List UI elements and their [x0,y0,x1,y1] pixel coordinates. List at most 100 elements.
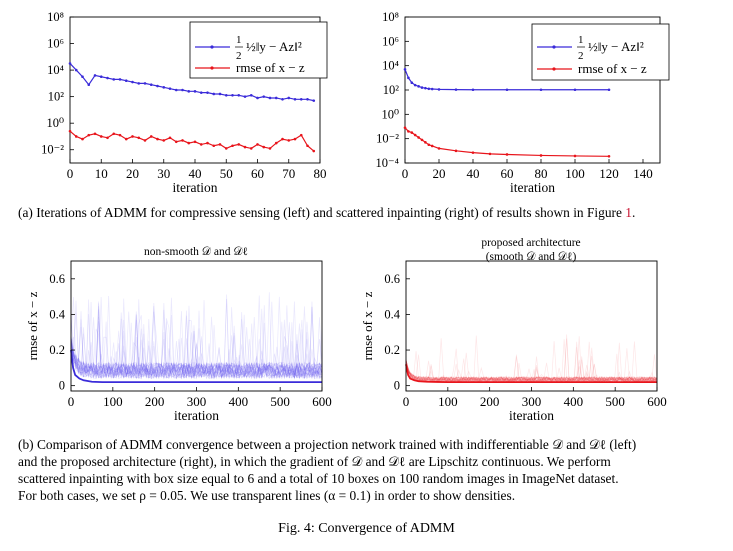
density-line-b-left-36 [70,316,323,379]
data-point-a-left-1-3 [87,133,91,137]
density-line-b-left-26 [70,319,323,380]
data-point-a-left-0-31 [262,95,266,98]
data-point-a-left-1-4 [93,132,97,136]
data-point-a-left-1-22 [206,141,209,145]
density-line-b-left-29 [70,306,323,380]
density-line-b-right-28 [405,353,658,383]
data-point-a-left-1-6 [106,136,109,140]
density-line-b-right-2 [405,341,658,383]
data-point-a-left-1-10 [131,135,134,138]
density-line-b-right-25 [405,364,658,383]
y-tick-label-b-right-2: 0.4 [384,307,400,321]
density-line-b-right-0 [405,360,658,383]
density-line-b-left-19 [70,305,323,380]
data-point-a-left-1-13 [149,135,153,138]
data-point-a-left-0-35 [287,96,291,100]
legend-marker-blue [210,45,214,49]
data-point-a-left-1-28 [243,145,247,149]
data-point-a-left-0-25 [224,94,228,97]
density-line-b-left-2 [70,300,323,380]
data-point-a-left-0-26 [231,94,234,97]
caption-a-text: (a) Iterations of ADMM for compressive s… [18,205,626,220]
y-axis-label-b-left: rmse of x − z [25,291,40,360]
density-line-b-left-6 [70,303,323,379]
legend-frac-num: 1 [578,34,584,46]
data-point-a-right-1-10 [454,149,458,153]
data-point-a-left-0-39 [312,99,316,102]
x-tick-label-b-right-0: 0 [403,394,410,409]
data-point-a-right-0-15 [607,88,611,92]
data-point-a-left-1-15 [162,139,166,142]
y-axis-label-b-right: rmse of x − z [360,291,375,360]
density-line-b-left-27 [70,299,323,380]
density-line-b-right-26 [405,363,658,383]
data-point-a-left-0-20 [193,90,197,93]
y-tick-label-b-left-3: 0.6 [49,272,65,286]
data-point-a-left-0-21 [199,91,203,94]
chart-b: 0 100 200 300 400 500 600 0 0.2 0.4 0.6 iteration rm… [25,237,667,423]
data-point-a-left-1-27 [237,143,241,146]
density-line-b-right-36 [405,363,658,383]
density-line-b-left-14 [70,301,323,380]
data-point-a-left-0-37 [299,97,303,101]
data-point-a-left-0-2 [81,75,84,79]
density-line-b-left-20 [70,305,323,379]
chart-title-b-left: non-smooth 𝒟 and 𝒟ℓ [144,246,248,258]
density-line-b-right-27 [405,360,658,383]
y-tick-label-b-right-1: 0.2 [384,343,400,357]
x-tick-label-b-right-3: 300 [522,394,542,409]
data-point-a-left-1-9 [124,137,128,141]
x-axis-label-b-left: iteration [174,408,219,423]
data-point-a-left-0-19 [187,90,191,93]
density-line-b-left-18 [70,308,323,380]
x-axis-label-b-right: iteration [509,408,554,423]
data-point-a-left-1-31 [262,145,266,149]
density-line-b-left-21 [70,292,323,380]
figure-ref-link[interactable]: 1 [625,205,632,220]
x-tick-label-a-left-1: 10 [95,166,108,181]
density-line-b-right-37 [405,352,658,383]
y-tick-label-a-right-5: 10⁻² [376,132,399,146]
data-point-a-left-0-27 [237,94,241,97]
y-tick-label-b-right-3: 0.6 [384,272,400,286]
density-line-b-left-34 [70,331,323,380]
legend-label-a-left-1: rmse of x − z [236,60,305,75]
x-tick-label-b-right-4: 400 [564,394,584,409]
y-tick-label-a-left-3: 10² [48,90,65,104]
density-line-b-left-25 [70,299,323,380]
y-tick-label-a-right-4: 10⁰ [381,107,399,121]
density-line-b-left-15 [70,296,323,380]
data-point-a-left-1-11 [137,136,141,140]
figure-caption: Fig. 4: Convergence of ADMM [278,521,455,536]
plot-frame-b-right [405,260,658,392]
density-line-b-right-24 [405,338,658,383]
data-point-a-left-1-18 [181,139,184,142]
density-line-b-right-29 [405,334,658,383]
chart-a-left: 0 10 20 30 40 50 60 70 8010⁸10⁶10⁴10²10⁰10⁻²iter… [41,10,661,195]
density-line-b-right-19 [405,360,658,384]
density-line-b-right-3 [405,359,658,383]
density-line-b-left-23 [70,299,323,380]
x-tick-label-a-left-2: 20 [126,166,139,181]
data-point-a-left-0-15 [162,86,166,89]
data-point-a-left-1-38 [306,144,309,148]
data-point-a-right-1-13 [505,153,509,156]
data-point-a-left-1-25 [224,147,228,150]
chart-title-b-right-2: (smooth 𝒟 and 𝒟ℓ) [486,251,577,263]
data-point-a-left-0-0 [68,62,72,65]
data-point-a-right-1-2 [410,131,414,134]
y-tick-label-b-right-0: 0 [394,379,400,393]
data-point-a-left-1-24 [218,143,222,146]
legend-label-a-left-0: 1 2 ½‖y − Az‖² [236,31,302,62]
density-line-b-left-17 [70,301,323,380]
density-line-b-left-33 [70,314,323,380]
x-axis-label-a-left: iteration [173,180,218,195]
y-tick-label-a-right-1: 10⁶ [382,34,399,48]
y-tick-label-a-left-1: 10⁶ [47,37,64,51]
data-point-a-left-1-39 [312,149,316,153]
density-line-b-right-16 [405,363,658,383]
y-tick-label-a-left-5: 10⁻² [41,143,64,157]
legend-box [531,23,670,81]
x-tick-label-a-right-6: 120 [599,166,619,181]
density-line-b-right-18 [405,341,658,383]
